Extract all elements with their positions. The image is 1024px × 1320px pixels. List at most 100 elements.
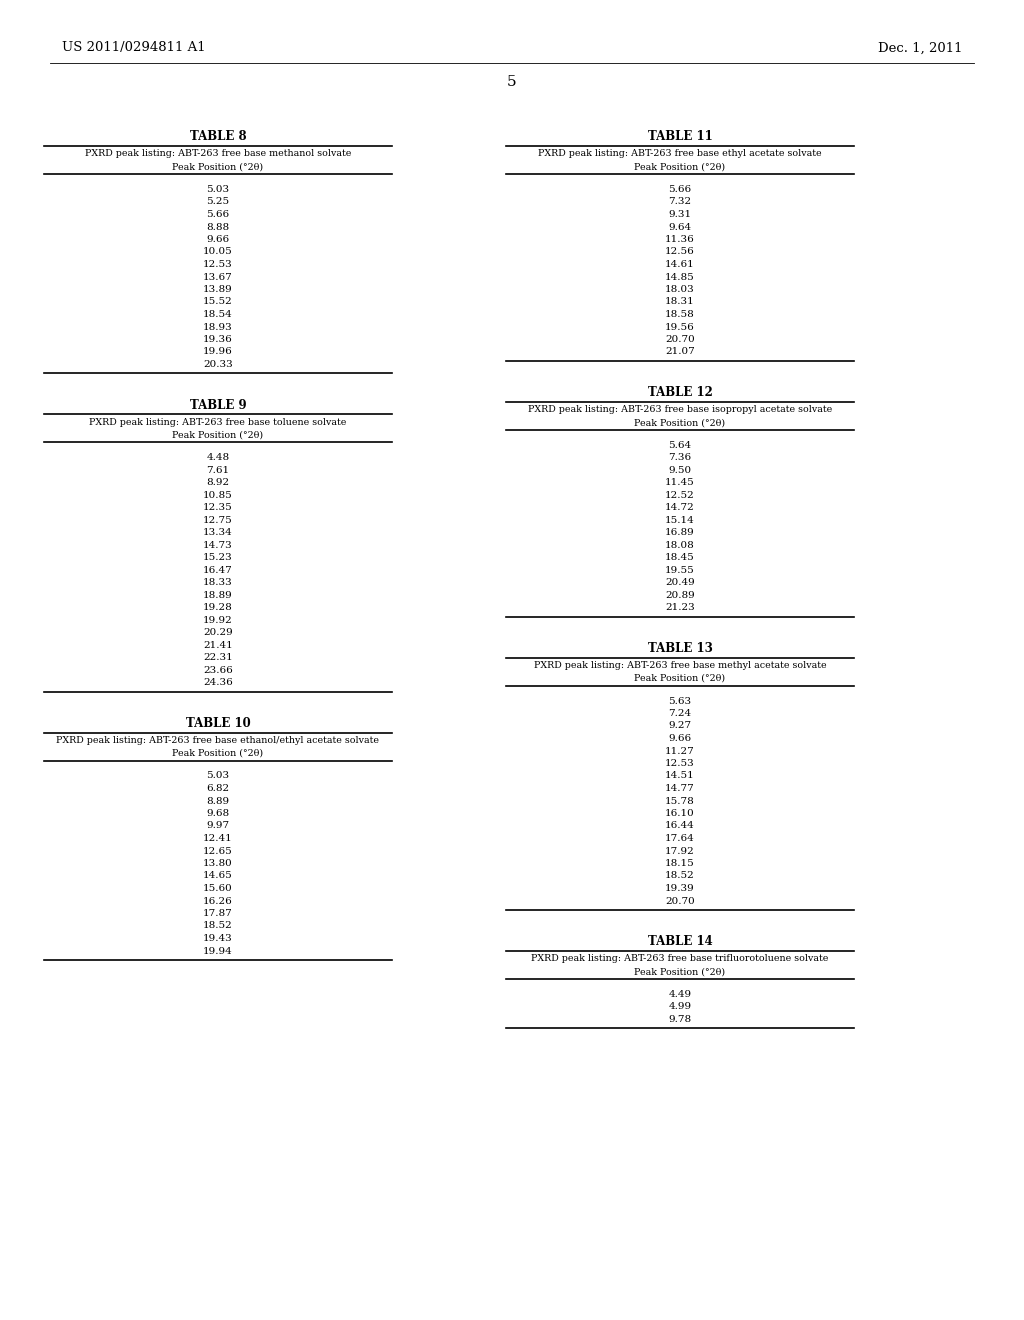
Text: TABLE 9: TABLE 9	[189, 399, 247, 412]
Text: 7.24: 7.24	[669, 709, 691, 718]
Text: 12.41: 12.41	[203, 834, 232, 843]
Text: 19.94: 19.94	[203, 946, 232, 956]
Text: 22.31: 22.31	[203, 653, 232, 663]
Text: 6.82: 6.82	[207, 784, 229, 793]
Text: 9.31: 9.31	[669, 210, 691, 219]
Text: 11.36: 11.36	[666, 235, 695, 244]
Text: 12.75: 12.75	[203, 516, 232, 525]
Text: 8.88: 8.88	[207, 223, 229, 231]
Text: Peak Position (°2θ): Peak Position (°2θ)	[635, 162, 726, 172]
Text: 14.77: 14.77	[666, 784, 695, 793]
Text: 13.80: 13.80	[203, 859, 232, 869]
Text: 14.72: 14.72	[666, 503, 695, 512]
Text: 14.65: 14.65	[203, 871, 232, 880]
Text: 4.99: 4.99	[669, 1002, 691, 1011]
Text: 18.54: 18.54	[203, 310, 232, 319]
Text: 20.49: 20.49	[666, 578, 695, 587]
Text: 18.03: 18.03	[666, 285, 695, 294]
Text: 18.52: 18.52	[203, 921, 232, 931]
Text: TABLE 11: TABLE 11	[647, 131, 713, 144]
Text: 23.66: 23.66	[203, 665, 232, 675]
Text: Dec. 1, 2011: Dec. 1, 2011	[878, 41, 962, 54]
Text: 11.27: 11.27	[666, 747, 695, 755]
Text: Peak Position (°2θ): Peak Position (°2θ)	[635, 418, 726, 428]
Text: 19.92: 19.92	[203, 615, 232, 624]
Text: 21.07: 21.07	[666, 347, 695, 356]
Text: 11.45: 11.45	[666, 478, 695, 487]
Text: 8.89: 8.89	[207, 796, 229, 805]
Text: 12.56: 12.56	[666, 248, 695, 256]
Text: 5.66: 5.66	[669, 185, 691, 194]
Text: TABLE 12: TABLE 12	[647, 387, 713, 399]
Text: 18.08: 18.08	[666, 541, 695, 549]
Text: 7.36: 7.36	[669, 453, 691, 462]
Text: 9.66: 9.66	[669, 734, 691, 743]
Text: PXRD peak listing: ABT-263 free base trifluorotoluene solvate: PXRD peak listing: ABT-263 free base tri…	[531, 954, 828, 964]
Text: 18.33: 18.33	[203, 578, 232, 587]
Text: 19.96: 19.96	[203, 347, 232, 356]
Text: 20.29: 20.29	[203, 628, 232, 638]
Text: 18.45: 18.45	[666, 553, 695, 562]
Text: 19.43: 19.43	[203, 935, 232, 942]
Text: 5: 5	[507, 75, 517, 88]
Text: 10.05: 10.05	[203, 248, 232, 256]
Text: 20.70: 20.70	[666, 335, 695, 345]
Text: PXRD peak listing: ABT-263 free base methyl acetate solvate: PXRD peak listing: ABT-263 free base met…	[534, 661, 826, 671]
Text: 18.93: 18.93	[203, 322, 232, 331]
Text: Peak Position (°2θ): Peak Position (°2θ)	[172, 162, 263, 172]
Text: 5.63: 5.63	[669, 697, 691, 705]
Text: Peak Position (°2θ): Peak Position (°2θ)	[635, 675, 726, 682]
Text: 5.03: 5.03	[207, 185, 229, 194]
Text: 19.55: 19.55	[666, 566, 695, 574]
Text: 20.33: 20.33	[203, 360, 232, 370]
Text: 19.28: 19.28	[203, 603, 232, 612]
Text: 16.44: 16.44	[666, 821, 695, 830]
Text: 10.85: 10.85	[203, 491, 232, 500]
Text: 9.50: 9.50	[669, 466, 691, 475]
Text: 19.39: 19.39	[666, 884, 695, 894]
Text: 21.23: 21.23	[666, 603, 695, 612]
Text: 4.49: 4.49	[669, 990, 691, 999]
Text: 24.36: 24.36	[203, 678, 232, 688]
Text: 15.52: 15.52	[203, 297, 232, 306]
Text: 20.70: 20.70	[666, 896, 695, 906]
Text: 5.66: 5.66	[207, 210, 229, 219]
Text: PXRD peak listing: ABT-263 free base isopropyl acetate solvate: PXRD peak listing: ABT-263 free base iso…	[528, 405, 833, 414]
Text: PXRD peak listing: ABT-263 free base ethanol/ethyl acetate solvate: PXRD peak listing: ABT-263 free base eth…	[56, 737, 380, 744]
Text: 16.26: 16.26	[203, 896, 232, 906]
Text: 8.92: 8.92	[207, 478, 229, 487]
Text: 5.03: 5.03	[207, 771, 229, 780]
Text: TABLE 13: TABLE 13	[647, 642, 713, 655]
Text: 17.64: 17.64	[666, 834, 695, 843]
Text: TABLE 8: TABLE 8	[189, 131, 247, 144]
Text: 4.48: 4.48	[207, 453, 229, 462]
Text: TABLE 14: TABLE 14	[647, 936, 713, 948]
Text: 19.36: 19.36	[203, 335, 232, 345]
Text: 7.32: 7.32	[669, 198, 691, 206]
Text: 17.92: 17.92	[666, 846, 695, 855]
Text: 9.68: 9.68	[207, 809, 229, 818]
Text: 18.15: 18.15	[666, 859, 695, 869]
Text: 9.64: 9.64	[669, 223, 691, 231]
Text: 14.73: 14.73	[203, 541, 232, 549]
Text: 14.85: 14.85	[666, 272, 695, 281]
Text: 9.27: 9.27	[669, 722, 691, 730]
Text: 15.60: 15.60	[203, 884, 232, 894]
Text: 12.53: 12.53	[666, 759, 695, 768]
Text: 9.66: 9.66	[207, 235, 229, 244]
Text: 18.58: 18.58	[666, 310, 695, 319]
Text: 12.65: 12.65	[203, 846, 232, 855]
Text: 14.61: 14.61	[666, 260, 695, 269]
Text: 5.25: 5.25	[207, 198, 229, 206]
Text: 7.61: 7.61	[207, 466, 229, 475]
Text: PXRD peak listing: ABT-263 free base ethyl acetate solvate: PXRD peak listing: ABT-263 free base eth…	[539, 149, 822, 158]
Text: US 2011/0294811 A1: US 2011/0294811 A1	[62, 41, 206, 54]
Text: 14.51: 14.51	[666, 771, 695, 780]
Text: Peak Position (°2θ): Peak Position (°2θ)	[635, 968, 726, 977]
Text: 12.53: 12.53	[203, 260, 232, 269]
Text: PXRD peak listing: ABT-263 free base methanol solvate: PXRD peak listing: ABT-263 free base met…	[85, 149, 351, 158]
Text: 17.87: 17.87	[203, 909, 232, 917]
Text: 12.35: 12.35	[203, 503, 232, 512]
Text: 19.56: 19.56	[666, 322, 695, 331]
Text: 5.64: 5.64	[669, 441, 691, 450]
